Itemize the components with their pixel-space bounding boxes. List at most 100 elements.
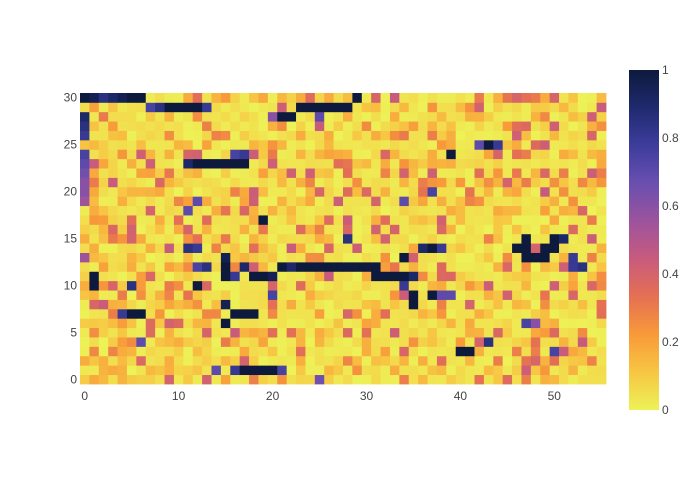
- heatmap-cell: [587, 365, 597, 376]
- heatmap-cell: [455, 243, 466, 253]
- heatmap-cell: [512, 365, 522, 376]
- heatmap-cell: [230, 186, 241, 197]
- heatmap-cell: [173, 271, 184, 282]
- heatmap-cell: [465, 261, 475, 272]
- heatmap-cell: [343, 121, 353, 131]
- heatmap-cell: [530, 93, 541, 103]
- heatmap-cell: [361, 130, 372, 141]
- heatmap-cell: [530, 243, 541, 253]
- heatmap-cell: [389, 327, 400, 338]
- heatmap-cell: [258, 224, 269, 235]
- heatmap-cell: [126, 327, 137, 338]
- heatmap-cell: [202, 224, 212, 235]
- heatmap-cell: [521, 337, 532, 347]
- heatmap-cell: [192, 327, 203, 338]
- heatmap-cell: [399, 243, 410, 253]
- heatmap-cell: [577, 168, 588, 178]
- heatmap-cell: [211, 327, 222, 338]
- heatmap-cell: [427, 224, 438, 235]
- heatmap-cell: [277, 299, 288, 310]
- heatmap-cell: [305, 365, 316, 376]
- heatmap-cell: [286, 261, 297, 272]
- heatmap-cell: [465, 130, 475, 141]
- heatmap-cell: [155, 365, 165, 376]
- heatmap-cell: [202, 102, 212, 113]
- heatmap-cell: [230, 215, 241, 225]
- heatmap-cell: [324, 299, 334, 310]
- heatmap-cell: [559, 130, 569, 141]
- heatmap-cell: [418, 139, 428, 150]
- heatmap-cell: [80, 318, 90, 329]
- heatmap-cell: [314, 290, 325, 300]
- heatmap-cell: [446, 233, 457, 244]
- heatmap-cell: [502, 243, 513, 253]
- heatmap-cell: [389, 168, 400, 178]
- heatmap-cell: [333, 271, 344, 282]
- heatmap-cell: [211, 261, 222, 272]
- heatmap-cell: [549, 337, 560, 347]
- heatmap-cell: [108, 111, 118, 122]
- heatmap-cell: [389, 215, 400, 225]
- heatmap-cell: [267, 318, 278, 329]
- heatmap-cell: [399, 158, 410, 169]
- heatmap-cell: [277, 365, 288, 376]
- heatmap-cell: [267, 139, 278, 150]
- heatmap-cell: [249, 186, 259, 197]
- heatmap-cell: [258, 327, 269, 338]
- heatmap-cell: [108, 290, 118, 300]
- heatmap-cell: [540, 149, 551, 160]
- heatmap-cell: [239, 337, 250, 347]
- heatmap-cell: [577, 271, 588, 282]
- heatmap-cell: [474, 261, 485, 272]
- heatmap-cell: [220, 102, 231, 113]
- heatmap-cell: [587, 318, 597, 329]
- heatmap-cell: [136, 271, 147, 282]
- heatmap-cell: [267, 121, 278, 131]
- heatmap-cell: [173, 149, 184, 160]
- heatmap-cell: [202, 130, 212, 141]
- heatmap-cell: [220, 186, 231, 197]
- heatmap-cell: [211, 233, 222, 244]
- heatmap-cell: [577, 149, 588, 160]
- heatmap-cell: [549, 205, 560, 216]
- heatmap-cell: [333, 130, 344, 141]
- heatmap-cell: [502, 346, 513, 357]
- heatmap-cell: [502, 102, 513, 113]
- heatmap-cell: [164, 355, 175, 366]
- heatmap-cell: [211, 158, 222, 169]
- heatmap-cell: [408, 280, 419, 291]
- heatmap-cell: [267, 252, 278, 263]
- heatmap-cell: [455, 158, 466, 169]
- heatmap-cell: [399, 318, 410, 329]
- heatmap-cell: [371, 365, 381, 376]
- heatmap-cell: [192, 318, 203, 329]
- heatmap-cell: [389, 365, 400, 376]
- heatmap-cell: [493, 224, 504, 235]
- heatmap-cell: [98, 365, 109, 376]
- heatmap-cell: [183, 374, 194, 385]
- x-tick-label: 0: [81, 389, 88, 403]
- heatmap-cell: [587, 111, 597, 122]
- heatmap-cell: [155, 280, 165, 291]
- heatmap-cell: [568, 261, 579, 272]
- heatmap-cell: [371, 374, 381, 385]
- heatmap-cell: [427, 243, 438, 253]
- heatmap-cell: [587, 121, 597, 131]
- heatmap-cell: [521, 224, 532, 235]
- heatmap-cell: [117, 205, 128, 216]
- heatmap-cell: [352, 121, 363, 131]
- heatmap-cell: [408, 327, 419, 338]
- heatmap-cell: [155, 318, 165, 329]
- heatmap-cell: [530, 346, 541, 357]
- heatmap-cell: [249, 130, 259, 141]
- heatmap-cell: [540, 121, 551, 131]
- heatmap-cell: [136, 346, 147, 357]
- heatmap-cell: [333, 177, 344, 188]
- heatmap-cell: [474, 102, 485, 113]
- heatmap-cell: [230, 243, 241, 253]
- heatmap-cell: [220, 337, 231, 347]
- heatmap-cell: [108, 121, 118, 131]
- heatmap-cell: [427, 196, 438, 207]
- heatmap-cell: [183, 299, 194, 310]
- heatmap-cell: [483, 186, 494, 197]
